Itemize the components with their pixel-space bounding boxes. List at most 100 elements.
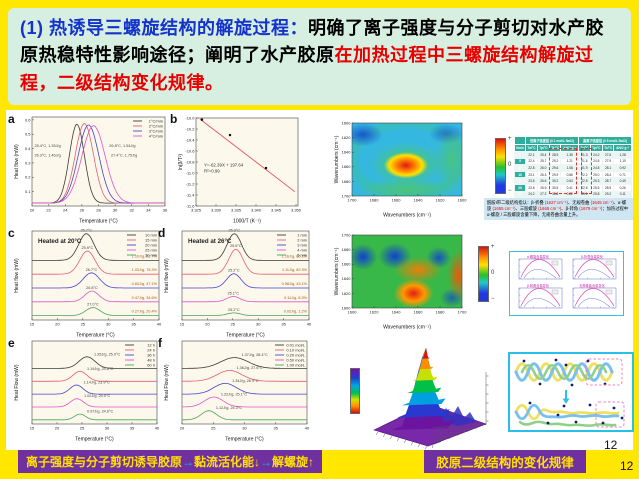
svg-text:-11.2: -11.2 [186, 181, 196, 186]
footer-banner-left: 离子强度与分子剪切诱导胶原 → 黏流活化能↓ → 解螺旋↑ [18, 450, 322, 473]
svg-text:Temperature (°C): Temperature (°C) [225, 437, 264, 443]
svg-text:1620: 1620 [342, 291, 352, 296]
svg-text:5 min: 5 min [297, 253, 307, 258]
table-highlight-box-1 [549, 148, 577, 194]
svg-text:2°C/min: 2°C/min [149, 124, 163, 129]
text-segment: 明确了离子强度与分子剪切对水产胶原热稳特性影响途径；阐明了水产胶原 [20, 18, 604, 66]
svg-text:3 min: 3 min [297, 243, 307, 248]
highlight-box-top [585, 358, 623, 386]
svg-text:Heat Flow (mW): Heat Flow (mW) [14, 364, 20, 400]
svg-text:25.3°C: 25.3°C [228, 229, 240, 233]
text-segment: (1627 cm⁻¹) [544, 200, 568, 205]
svg-text:1660: 1660 [342, 164, 352, 169]
heatmap-image [352, 123, 462, 196]
text-segment: (1655 cm⁻¹) [492, 205, 516, 211]
svg-text:-11.6: -11.6 [186, 203, 196, 208]
svg-text:Y=-62.39X + 197.64: Y=-62.39X + 197.64 [204, 162, 244, 167]
svg-text:Temperature (°C): Temperature (°C) [75, 437, 114, 443]
colorbar-zero-label: 0 [491, 270, 495, 276]
heatmap-axes-svg: 1600 1620 1640 1660 1680 1700 1700 1680 1660 1640… [334, 232, 467, 330]
svg-text:0.50 mol/L: 0.50 mol/L [286, 358, 305, 363]
chart-svg: 20 25 30 35 40 Temperature (°C) Heat Flow (mW)… [164, 340, 310, 443]
svg-text:25.7°C: 25.7°C [81, 229, 93, 233]
svg-text:40: 40 [155, 426, 160, 431]
svg-text:1680: 1680 [370, 198, 380, 203]
svg-text:1.11J/g, 82.3%: 1.11J/g, 82.3% [282, 268, 308, 272]
svg-text:0.1: 0.1 [25, 189, 31, 194]
svg-text:1620: 1620 [436, 198, 446, 203]
chart-svg: 15 20 25 30 35 40 Temperature (°C) Heat flow (m… [14, 229, 162, 338]
svg-text:48 h: 48 h [147, 358, 155, 363]
svg-text:20: 20 [55, 322, 60, 327]
svg-text:2 min: 2 min [297, 238, 307, 243]
panel-letter-b: b [170, 112, 178, 126]
colorbar [495, 138, 506, 194]
svg-text:0.58J/g, 43.1%: 0.58J/g, 43.1% [282, 282, 308, 286]
unwound-chains [514, 403, 620, 428]
colorbar-plus-label: + [491, 244, 495, 250]
svg-text:10 min: 10 min [145, 233, 157, 238]
svg-text:1700: 1700 [342, 232, 352, 237]
3d-surface-plot [336, 336, 492, 450]
svg-text:1.36J/g, 27.6°C: 1.36J/g, 27.6°C [237, 366, 263, 370]
sync-2d-correlation-heatmap: 1700 1680 1660 1640 1620 1600 1600 1620 1640 1660… [326, 118, 470, 218]
text-segment: 、α-螺旋 [487, 200, 627, 211]
panel-letter-e: e [8, 336, 15, 350]
svg-text:1.37J/g, 28.4°C: 1.37J/g, 28.4°C [242, 353, 268, 357]
panel-letter-c: c [8, 226, 15, 240]
svg-text:1640: 1640 [414, 198, 424, 203]
svg-text:1680: 1680 [342, 247, 352, 252]
text-segment: (1665 cm⁻¹) [538, 205, 562, 211]
svg-text:ln(β/T²): ln(β/T²) [178, 154, 184, 171]
svg-text:30: 30 [113, 208, 118, 213]
svg-text:20 min: 20 min [145, 243, 157, 248]
svg-text:35: 35 [281, 322, 286, 327]
svg-text:Heated at 20°C: Heated at 20°C [38, 238, 82, 245]
page-number: 12 [604, 438, 618, 452]
svg-text:20: 20 [30, 208, 35, 213]
svg-text:1000/T (K⁻¹): 1000/T (K⁻¹) [233, 219, 261, 225]
text-segment: 在加热过程中三螺旋结构解旋过程，二级结构变化规律。 [20, 45, 594, 93]
svg-text:Temperature (°C): Temperature (°C) [226, 333, 265, 339]
async-2d-correlation-heatmap: 1600 1620 1640 1660 1680 1700 1700 1680 1660 1640… [326, 230, 470, 330]
svg-text:1.22J/g, 25.1°C: 1.22J/g, 25.1°C [221, 393, 247, 397]
svg-text:25: 25 [80, 426, 85, 431]
svg-text:20: 20 [55, 426, 60, 431]
svg-text:R²=0.99: R²=0.99 [204, 168, 220, 173]
svg-text:0.63J/g, 47.1%: 0.63J/g, 47.1% [132, 282, 158, 286]
svg-text:26.7°C: 26.7°C [86, 268, 98, 272]
thermal-parameters-table: 低离子强度组 (0.1 mol/L NaCl) 高离子强度组 (0.5 mol/L… [513, 136, 633, 199]
figure-area: a 20 22 24 26 28 30 32 34 36 0.1 0.2 0.3 0.4 0.5 0.6 Te… [6, 110, 634, 450]
svg-text:0.97J/g, 24.6°C: 0.97J/g, 24.6°C [87, 410, 113, 414]
colorbar-minus-label: − [491, 296, 495, 302]
svg-text:0.47J/g, 34.6%: 0.47J/g, 34.6% [132, 296, 158, 300]
svg-text:24: 24 [63, 208, 68, 213]
svg-text:1640: 1640 [342, 150, 352, 155]
svg-text:30: 30 [256, 322, 261, 327]
svg-text:3.325: 3.325 [191, 208, 202, 213]
svg-text:25 min: 25 min [145, 248, 157, 253]
colorbar-zero-label: 0 [508, 162, 512, 168]
svg-text:26: 26 [80, 208, 85, 213]
svg-text:Temperature (°C): Temperature (°C) [79, 219, 118, 225]
text-segment: 离子强度与分子剪切诱导胶原 [25, 455, 182, 469]
svg-text:25.2°C: 25.2°C [228, 308, 240, 312]
svg-text:1660: 1660 [414, 310, 424, 315]
svg-text:1°C/min: 1°C/min [149, 119, 163, 124]
3d-colorbar [350, 368, 360, 414]
svg-text:0.02J/g, 1.2%: 0.02J/g, 1.2% [284, 310, 308, 314]
svg-text:35: 35 [274, 426, 279, 431]
svg-text:32: 32 [130, 208, 135, 213]
panel-letter-f: f [158, 336, 162, 350]
svg-text:β-折叠含量变化: β-折叠含量变化 [581, 254, 604, 259]
svg-text:β-转角含量变化: β-转角含量变化 [527, 283, 550, 288]
svg-text:15: 15 [180, 322, 185, 327]
svg-text:-10.2: -10.2 [185, 126, 195, 131]
dsc-chart-ionic-strength: f 20 25 30 35 40 Temperature (°C) Heat Flow (m… [158, 336, 310, 443]
svg-text:Heat flow (mW): Heat flow (mW) [14, 258, 20, 293]
svg-text:1.12J/g, 24.3°C: 1.12J/g, 24.3°C [216, 406, 242, 410]
svg-text:40: 40 [307, 322, 312, 327]
chart-svg: 15 20 25 30 35 40 Temperature (°C) Heat Flow (m… [14, 340, 160, 443]
svg-text:24 h: 24 h [147, 348, 155, 353]
